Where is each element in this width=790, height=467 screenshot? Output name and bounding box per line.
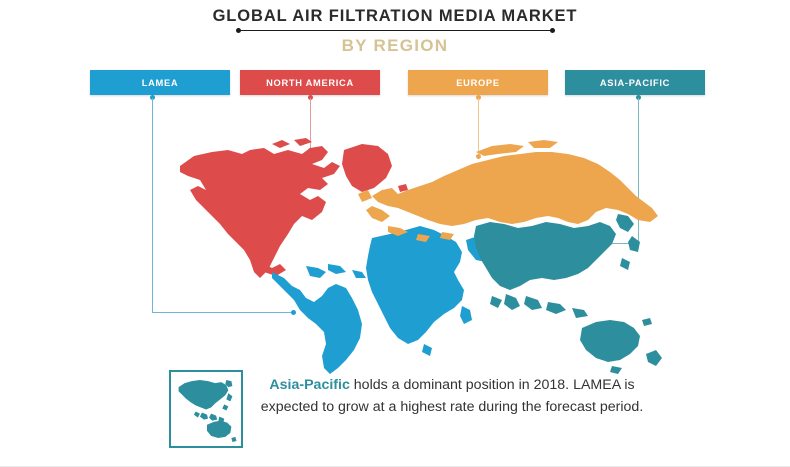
footnote-text: Asia-Pacific holds a dominant position i… [252,374,652,418]
region-button-europe-label: EUROPE [456,77,500,88]
asia-pacific-thumbnail-map [178,380,237,442]
connector-lamea-vertical [152,98,153,313]
map-region-asia-pacific [474,214,662,374]
connector-lamea-start-dot [150,95,155,100]
connector-europe-end-dot [476,154,481,159]
connector-asia-pacific-vertical [638,98,639,244]
world-map[interactable] [176,138,676,374]
region-button-north-america[interactable]: NORTH AMERICA [240,70,380,95]
map-region-lamea [272,226,492,374]
title-divider [236,28,555,33]
connector-europe-vertical [478,98,479,156]
region-button-north-america-label: NORTH AMERICA [266,77,354,88]
region-button-asia-pacific[interactable]: ASIA-PACIFIC [565,70,705,95]
region-button-asia-pacific-label: ASIA-PACIFIC [599,77,671,88]
region-button-europe[interactable]: EUROPE [408,70,548,95]
region-button-lamea[interactable]: LAMEA [90,70,230,95]
region-button-lamea-label: LAMEA [141,77,179,88]
connector-europe-start-dot [476,95,481,100]
connector-lamea-horizontal [152,312,294,313]
page-title: GLOBAL AIR FILTRATION MEDIA MARKET [212,7,578,25]
asia-pacific-thumbnail [169,370,243,448]
footnote-line1-rest: holds a dominant position in 2018. [349,377,570,393]
connector-north-america-vertical [310,98,311,150]
connector-north-america-start-dot [308,95,313,100]
footnote-line2: LAMEA is expected to grow at a highest r… [260,377,635,415]
footnote-line3: during the forecast period. [478,399,644,415]
map-region-europe [358,140,658,242]
page-subtitle: BY REGION [341,36,449,55]
map-region-north-america [180,138,408,278]
connector-asia-pacific-start-dot [636,95,641,100]
connector-lamea-end-dot [291,310,296,315]
footnote-highlight: Asia-Pacific [269,377,350,393]
